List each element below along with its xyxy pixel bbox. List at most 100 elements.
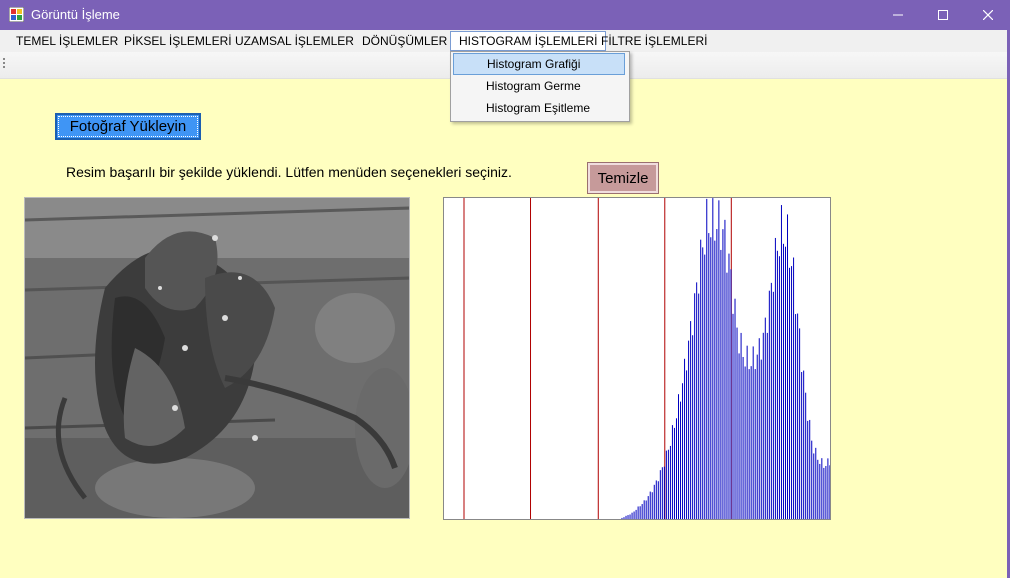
maximize-button[interactable]: [920, 0, 965, 30]
menu-histogram-islemleri[interactable]: HISTOGRAM İŞLEMLERİ: [450, 31, 607, 51]
histogram-bar: [801, 372, 803, 519]
histogram-bar: [621, 517, 623, 519]
histogram-bar: [706, 198, 708, 519]
histogram-bar: [686, 370, 688, 519]
menu-piksel-islemleri[interactable]: PİKSEL İŞLEMLERİ: [124, 34, 232, 48]
histogram-bar: [758, 338, 760, 519]
histogram-bar: [708, 233, 710, 519]
histogram-bar: [793, 257, 795, 519]
histogram-bar: [665, 450, 667, 519]
histogram-bar: [694, 293, 696, 519]
histogram-bar: [680, 401, 682, 519]
histogram-bar: [774, 237, 776, 519]
histogram-esitleme-label: Histogram Eşitleme: [486, 101, 591, 115]
histogram-bar: [730, 269, 732, 519]
histogram-bar: [766, 332, 768, 519]
upload-photo-button[interactable]: Fotoğraf Yükleyin: [55, 113, 201, 140]
histogram-bar: [688, 340, 690, 519]
histogram-bar: [649, 491, 651, 519]
histogram-bar: [710, 237, 712, 519]
histogram-bar: [728, 253, 730, 519]
histogram-bar: [776, 250, 778, 519]
histogram-bar: [778, 256, 780, 519]
histogram-bar: [813, 453, 815, 519]
histogram-bar: [700, 239, 702, 519]
histogram-bar: [698, 293, 700, 519]
menu-temel-islemler[interactable]: TEMEL İŞLEMLER: [16, 34, 119, 48]
histogram-bar: [738, 353, 740, 519]
window-right-border: [1007, 30, 1010, 578]
histogram-bar: [782, 243, 784, 519]
clear-button[interactable]: Temizle: [587, 162, 659, 194]
menu-item-histogram-esitleme[interactable]: Histogram Eşitleme: [453, 98, 625, 118]
histogram-bar: [643, 500, 645, 519]
histogram-bar: [684, 358, 686, 519]
minimize-button[interactable]: [875, 0, 920, 30]
histogram-bar: [724, 219, 726, 519]
histogram-bar: [791, 266, 793, 519]
loaded-image: [24, 197, 410, 519]
histogram-bar: [732, 313, 734, 519]
histogram-bar: [762, 332, 764, 519]
title-bar[interactable]: Görüntü İşleme: [0, 0, 1010, 30]
histogram-germe-label: Histogram Germe: [486, 79, 581, 93]
histogram-bar: [645, 500, 647, 519]
histogram-bar: [750, 366, 752, 519]
minimize-icon: [892, 14, 903, 16]
histogram-bar: [734, 298, 736, 519]
histogram-svg: [463, 198, 830, 519]
histogram-bar: [720, 249, 722, 519]
histogram-bar: [823, 467, 825, 519]
histogram-bar: [667, 449, 669, 519]
histogram-bar: [671, 425, 673, 519]
histogram-bar: [690, 321, 692, 519]
menu-bar: TEMEL İŞLEMLER PİKSEL İŞLEMLERİ UZAMSAL …: [0, 30, 1008, 52]
histogram-bar: [740, 332, 742, 519]
histogram-dropdown-menu: Histogram Grafiği Histogram Germe Histog…: [450, 51, 630, 122]
histogram-bar: [641, 504, 643, 519]
histogram-bar: [712, 198, 714, 519]
histogram-bar: [637, 506, 639, 519]
histogram-bar: [704, 254, 706, 519]
histogram-bar: [653, 484, 655, 519]
menu-uzamsal-islemler[interactable]: UZAMSAL İŞLEMLER: [235, 34, 354, 48]
histogram-bar: [811, 440, 813, 519]
histogram-bar: [789, 267, 791, 519]
histogram-bar: [809, 419, 811, 519]
status-message: Resim başarılı bir şekilde yüklendi. Lüt…: [66, 164, 512, 180]
histogram-bar: [718, 200, 720, 519]
histogram-bar: [770, 282, 772, 519]
histogram-bar: [748, 369, 750, 519]
histogram-bar: [647, 496, 649, 519]
histogram-bar: [744, 366, 746, 519]
histogram-bar: [825, 465, 827, 519]
histogram-bar: [780, 205, 782, 519]
histogram-bar: [829, 465, 830, 519]
histogram-bar: [702, 247, 704, 519]
histogram-bar: [716, 229, 718, 519]
menu-item-histogram-grafigi[interactable]: Histogram Grafiği: [453, 53, 625, 75]
histogram-bar: [754, 369, 756, 519]
app-icon: [9, 7, 24, 22]
histogram-bar: [655, 480, 657, 519]
histogram-bar: [675, 418, 677, 519]
menu-filtre-islemleri[interactable]: FİLTRE İŞLEMLERİ: [601, 34, 708, 48]
histogram-bar: [639, 506, 641, 519]
histogram-bar: [821, 458, 823, 519]
menu-item-histogram-germe[interactable]: Histogram Germe: [453, 76, 625, 96]
menu-donusumler[interactable]: DÖNÜŞÜMLER: [362, 34, 448, 48]
histogram-chart: [443, 197, 831, 520]
close-icon: [982, 10, 993, 20]
histogram-bar: [696, 282, 698, 519]
toolstrip-grip-icon[interactable]: [3, 58, 6, 72]
histogram-bar: [714, 240, 716, 519]
histogram-bar: [797, 313, 799, 519]
histogram-bar: [827, 458, 829, 519]
histogram-bar: [787, 214, 789, 519]
rose-photo-grayscale: [25, 198, 409, 518]
histogram-bar: [815, 447, 817, 519]
close-button[interactable]: [965, 0, 1010, 30]
histogram-bar: [692, 335, 694, 519]
histogram-bar: [746, 345, 748, 519]
